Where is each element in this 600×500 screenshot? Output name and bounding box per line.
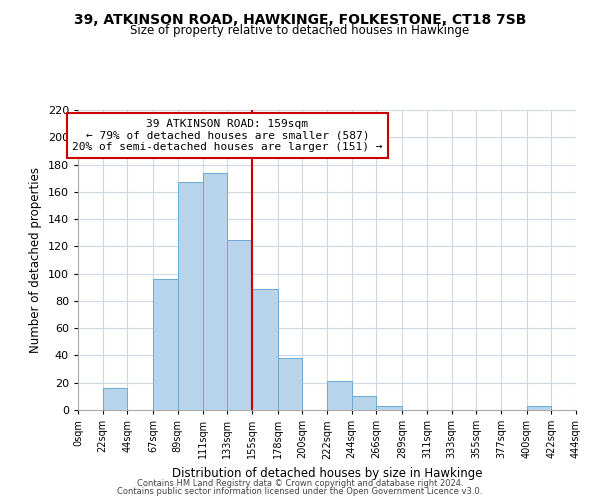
- Bar: [203, 172, 227, 410]
- Bar: [153, 279, 178, 410]
- Bar: [327, 382, 352, 410]
- Text: Contains public sector information licensed under the Open Government Licence v3: Contains public sector information licen…: [118, 487, 482, 496]
- Bar: [527, 406, 551, 410]
- Text: Size of property relative to detached houses in Hawkinge: Size of property relative to detached ho…: [130, 24, 470, 37]
- Bar: [252, 288, 278, 410]
- Bar: [103, 388, 127, 410]
- Text: 39, ATKINSON ROAD, HAWKINGE, FOLKESTONE, CT18 7SB: 39, ATKINSON ROAD, HAWKINGE, FOLKESTONE,…: [74, 12, 526, 26]
- Bar: [178, 182, 203, 410]
- Bar: [227, 240, 252, 410]
- Bar: [352, 396, 376, 410]
- Bar: [278, 358, 302, 410]
- Text: 39 ATKINSON ROAD: 159sqm
← 79% of detached houses are smaller (587)
20% of semi-: 39 ATKINSON ROAD: 159sqm ← 79% of detach…: [72, 119, 383, 152]
- Text: Contains HM Land Registry data © Crown copyright and database right 2024.: Contains HM Land Registry data © Crown c…: [137, 478, 463, 488]
- X-axis label: Distribution of detached houses by size in Hawkinge: Distribution of detached houses by size …: [172, 467, 482, 480]
- Y-axis label: Number of detached properties: Number of detached properties: [29, 167, 42, 353]
- Bar: [376, 406, 402, 410]
